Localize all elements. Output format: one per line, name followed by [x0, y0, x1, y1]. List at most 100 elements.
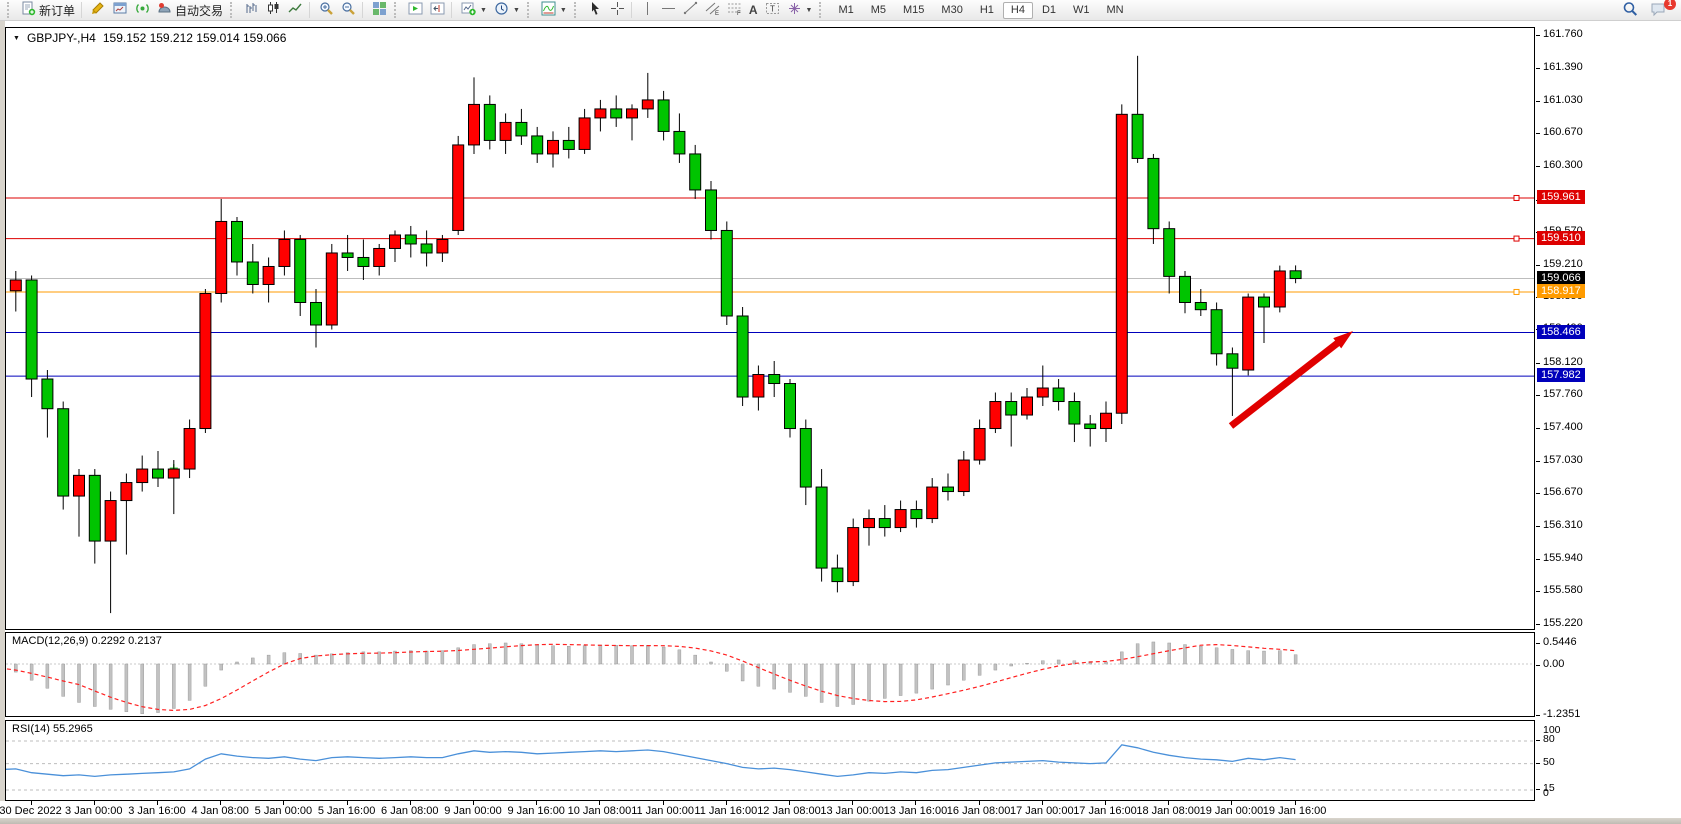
- new-chart-button[interactable]: ▼: [458, 1, 490, 20]
- macd-bar: [946, 663, 950, 686]
- macd-axis[interactable]: 0.5446 0.00 -1.2351: [1536, 632, 1681, 720]
- bar-chart-button[interactable]: [241, 1, 262, 20]
- notifications-button[interactable]: 1: [1647, 0, 1676, 20]
- macd-bar: [551, 645, 555, 665]
- line-chart-button[interactable]: [285, 1, 306, 20]
- equidistant-channel-button[interactable]: E: [702, 1, 723, 20]
- tile-windows-icon: [372, 1, 387, 19]
- tile-windows-button[interactable]: [369, 1, 390, 20]
- candle: [1242, 296, 1255, 371]
- indicators-button[interactable]: ▼: [538, 1, 570, 20]
- fibonacci-button[interactable]: F: [724, 1, 745, 20]
- signals-button[interactable]: [132, 1, 153, 20]
- candle: [120, 482, 133, 502]
- candle: [973, 428, 986, 461]
- arrows-icon: [787, 1, 802, 19]
- annotation-arrow-head[interactable]: [1333, 331, 1353, 349]
- level-handle[interactable]: [1513, 235, 1520, 242]
- new-order-button[interactable]: 新订单: [18, 1, 78, 20]
- timeframe-h4[interactable]: H4: [1002, 1, 1033, 19]
- candlestick-chart[interactable]: [6, 28, 1534, 629]
- macd-bar: [124, 663, 129, 712]
- time-tick-label: 17 Jan 00:00: [1009, 805, 1074, 817]
- macd-bar: [393, 650, 397, 665]
- timeframe-mn[interactable]: MN: [1106, 4, 1124, 16]
- horizontal-line-button[interactable]: [658, 1, 679, 20]
- vertical-line-button[interactable]: [638, 1, 657, 20]
- macd-bar: [977, 663, 982, 676]
- time-tick-mark: [1105, 801, 1106, 805]
- candle: [957, 459, 970, 493]
- trendline-button[interactable]: [680, 1, 701, 20]
- time-tick-label: 12 Jan 08:00: [757, 805, 821, 817]
- toolbar-grip: [230, 2, 237, 18]
- time-axis[interactable]: 30 Dec 2022 3 Jan 00:00 3 Jan 16:00 4 Jan 0…: [0, 801, 1681, 818]
- macd-chart: [6, 641, 1534, 714]
- chevron-down-icon: ▼: [805, 6, 813, 14]
- time-tick-label: 4 Jan 08:00: [191, 805, 249, 817]
- level-handle[interactable]: [1513, 288, 1520, 295]
- level-handle[interactable]: [1513, 194, 1520, 201]
- price-tick-label: 158.120: [1543, 355, 1583, 368]
- crosshair-button[interactable]: [607, 1, 628, 20]
- candle: [389, 234, 401, 249]
- timeframe-m30[interactable]: M30: [941, 4, 963, 16]
- rsi-tick-label: 100: [1543, 724, 1561, 736]
- price-tick-label: 160.300: [1543, 159, 1583, 172]
- candle: [278, 238, 291, 267]
- price-chart-panel[interactable]: ▼ GBPJPY-,H4 159.152 159.212 159.014 159…: [5, 27, 1535, 630]
- candle: [910, 509, 923, 520]
- macd-bar: [993, 663, 998, 671]
- candle: [673, 130, 686, 155]
- candle: [357, 256, 370, 267]
- candle: [136, 468, 149, 484]
- candlestick-chart-button[interactable]: [263, 1, 284, 20]
- timeframe-m1[interactable]: M1: [838, 4, 854, 16]
- candle: [736, 315, 749, 398]
- rsi-axis[interactable]: 100 80 50 15 0: [1536, 720, 1681, 801]
- time-tick-label: 19 Jan 00:00: [1199, 805, 1264, 817]
- timeframe-m5[interactable]: M5: [870, 4, 887, 16]
- profiles-button[interactable]: ▼: [491, 1, 523, 20]
- time-tick-mark: [93, 801, 95, 805]
- macd-bar: [740, 663, 745, 682]
- annotation-arrow-shaft[interactable]: [1228, 338, 1343, 429]
- auto-scroll-button[interactable]: [405, 1, 426, 20]
- chart-shift-button[interactable]: [427, 1, 448, 20]
- timeframe-m15[interactable]: M15: [903, 4, 925, 16]
- price-tick-mark: [1536, 68, 1540, 70]
- time-tick-mark: [852, 801, 854, 805]
- price-axis[interactable]: 161.760 161.390 161.030 160.670 160.300 159.9…: [1536, 27, 1681, 630]
- time-tick-mark: [157, 801, 158, 805]
- timeframe-d1[interactable]: D1: [1041, 4, 1057, 16]
- arrows-button[interactable]: ▼: [784, 1, 816, 20]
- price-tick-label: 159.210: [1543, 257, 1583, 270]
- channel-icon: E: [705, 1, 720, 19]
- text-button[interactable]: A: [746, 1, 761, 20]
- price-level-label-159.510: 159.510: [1537, 230, 1585, 245]
- macd-bar: [314, 654, 318, 665]
- rsi-panel[interactable]: RSI(14) 55.2965: [5, 720, 1535, 801]
- modify-order-button[interactable]: [88, 1, 109, 20]
- macd-bar: [472, 644, 476, 665]
- candle: [784, 383, 796, 430]
- cursor-button[interactable]: [585, 1, 606, 20]
- time-tick-mark: [220, 801, 222, 805]
- clock-icon: [494, 1, 509, 19]
- timeframe-h1[interactable]: H1: [979, 4, 994, 16]
- zoom-out-button[interactable]: [338, 1, 359, 20]
- zoom-in-button[interactable]: [316, 1, 337, 20]
- search-button[interactable]: [1619, 1, 1641, 20]
- candle: [515, 121, 528, 137]
- auto-trading-button[interactable]: 自动交易: [154, 1, 226, 20]
- price-tick-label: 157.760: [1543, 388, 1583, 401]
- macd-panel[interactable]: MACD(12,26,9) 0.2292 0.2137: [5, 632, 1535, 717]
- text-label-button[interactable]: T: [762, 1, 783, 20]
- candle: [9, 279, 22, 292]
- macd-bar: [661, 646, 666, 665]
- macd-bar: [93, 663, 97, 707]
- timeframe-w1[interactable]: W1: [1073, 4, 1090, 16]
- time-tick-label: 3 Jan 00:00: [65, 805, 123, 817]
- price-level-label-158.466: 158.466: [1537, 324, 1585, 339]
- market-watch-button[interactable]: [110, 1, 131, 20]
